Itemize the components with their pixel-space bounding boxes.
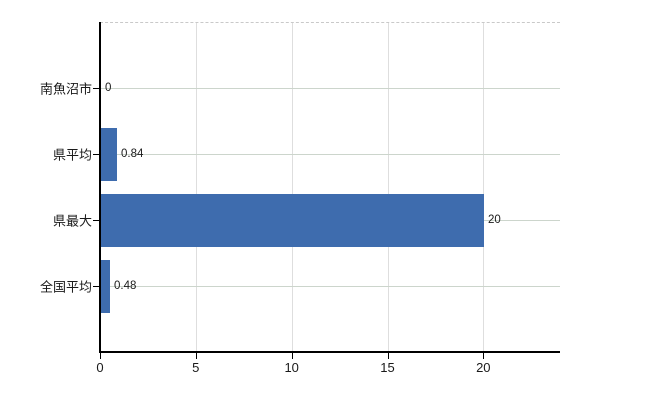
x-axis-tick-mark — [483, 353, 485, 359]
bar-value-label: 0 — [105, 82, 112, 94]
bar-value-label: 0.48 — [114, 280, 137, 292]
bar-value-label: 20 — [488, 214, 501, 226]
vertical-gridline — [291, 22, 293, 352]
x-axis-tick-mark — [195, 353, 197, 359]
category-label: 県平均 — [52, 147, 92, 163]
x-axis-tick-label: 10 — [284, 360, 299, 375]
y-axis-line — [99, 22, 101, 352]
x-axis-tick-mark — [387, 353, 389, 359]
x-axis-tick-mark — [291, 353, 293, 359]
plot-top-border — [100, 22, 560, 23]
vertical-gridline — [387, 22, 389, 352]
horizontal-gridline — [100, 88, 560, 89]
x-axis-line — [99, 351, 560, 353]
x-axis-tick-label: 5 — [192, 360, 200, 375]
x-axis-tick-label: 0 — [96, 360, 104, 375]
category-tick-mark — [93, 220, 100, 221]
x-axis-tick-label: 20 — [476, 360, 491, 375]
category-label: 南魚沼市 — [39, 81, 92, 97]
category-tick-mark — [93, 88, 100, 89]
vertical-gridline — [483, 22, 485, 352]
category-tick-mark — [93, 286, 100, 287]
bar — [101, 194, 484, 247]
bar-value-label: 0.84 — [121, 148, 144, 160]
category-label: 全国平均 — [39, 279, 92, 295]
horizontal-gridline — [100, 286, 560, 287]
bar — [101, 128, 117, 181]
category-tick-mark — [93, 154, 100, 155]
x-axis-tick-label: 15 — [380, 360, 395, 375]
x-axis-tick-mark — [100, 353, 101, 359]
horizontal-gridline — [100, 154, 560, 155]
category-label: 県最大 — [52, 213, 92, 229]
bar — [101, 260, 110, 313]
vertical-gridline — [195, 22, 197, 352]
